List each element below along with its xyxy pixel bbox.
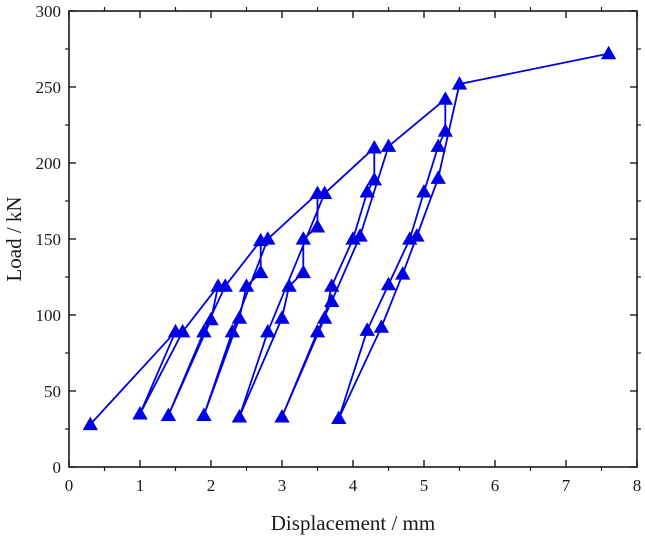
y-tick-label: 50: [44, 382, 61, 401]
triangle-marker: [395, 266, 411, 280]
triangle-marker: [82, 416, 98, 431]
triangle-marker: [366, 171, 382, 186]
x-tick-label: 0: [65, 476, 74, 495]
triangle-marker: [174, 323, 191, 338]
triangle-marker: [359, 184, 375, 198]
y-tick-label: 200: [36, 154, 62, 173]
y-tick-label: 250: [36, 78, 62, 97]
triangle-marker: [295, 231, 311, 245]
x-tick-label: 3: [278, 476, 287, 495]
triangle-marker: [309, 219, 326, 233]
triangle-marker: [409, 228, 425, 242]
triangle-marker: [600, 45, 617, 60]
triangle-marker: [366, 139, 382, 154]
triangle-marker: [231, 310, 248, 324]
y-axis-ticks: 0 50 100 150 200 250 300: [36, 2, 641, 477]
data-series-line: [89, 52, 609, 426]
triangle-marker: [274, 310, 290, 324]
triangle-marker: [217, 278, 233, 292]
triangle-marker: [260, 231, 276, 245]
triangle-marker: [203, 311, 219, 326]
triangle-marker: [324, 278, 340, 292]
data-series-markers: [82, 45, 617, 431]
triangle-marker: [324, 293, 340, 307]
triangle-marker: [274, 409, 290, 423]
triangle-marker: [316, 310, 333, 324]
triangle-marker: [238, 278, 255, 292]
x-tick-label: 1: [136, 476, 145, 495]
triangle-marker: [430, 170, 446, 184]
triangle-marker: [380, 138, 397, 152]
triangle-marker: [253, 264, 269, 279]
y-tick-label: 0: [53, 458, 62, 477]
triangle-marker: [359, 322, 375, 336]
y-axis-title: Load / kN: [2, 196, 26, 281]
triangle-marker: [160, 407, 177, 421]
triangle-marker: [260, 323, 276, 338]
x-tick-label: 2: [207, 476, 216, 495]
x-tick-label: 8: [633, 476, 642, 495]
triangle-marker: [430, 138, 446, 152]
triangle-marker: [295, 264, 311, 279]
series-polyline: [89, 52, 609, 426]
x-axis-title: Displacement / mm: [271, 511, 435, 535]
triangle-marker: [132, 405, 148, 420]
y-tick-label: 150: [36, 230, 62, 249]
triangle-marker: [331, 410, 347, 425]
triangle-marker: [281, 278, 297, 292]
triangle-marker: [196, 407, 212, 421]
triangle-marker: [373, 319, 390, 333]
triangle-marker: [416, 184, 432, 198]
triangle-marker: [231, 409, 248, 423]
y-tick-label: 100: [36, 306, 62, 325]
x-tick-label: 4: [349, 476, 358, 495]
triangle-marker: [437, 91, 453, 105]
triangle-marker: [451, 76, 468, 90]
triangle-marker: [309, 323, 326, 338]
y-tick-label: 300: [36, 2, 62, 21]
x-tick-label: 5: [420, 476, 429, 495]
triangle-marker: [224, 323, 240, 338]
x-tick-label: 7: [562, 476, 571, 495]
triangle-marker: [196, 323, 212, 338]
x-tick-label: 6: [491, 476, 500, 495]
triangle-marker: [352, 228, 368, 242]
x-axis-ticks: 0 1 2 3 4 5 6 7 8: [65, 7, 642, 495]
triangle-marker: [437, 123, 453, 137]
triangle-marker: [316, 185, 333, 200]
triangle-marker: [380, 276, 397, 291]
